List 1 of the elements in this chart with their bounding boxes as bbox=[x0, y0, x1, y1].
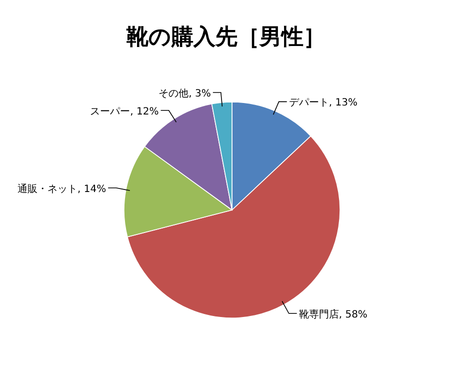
title: 靴の購入先［男性］ bbox=[126, 25, 326, 50]
